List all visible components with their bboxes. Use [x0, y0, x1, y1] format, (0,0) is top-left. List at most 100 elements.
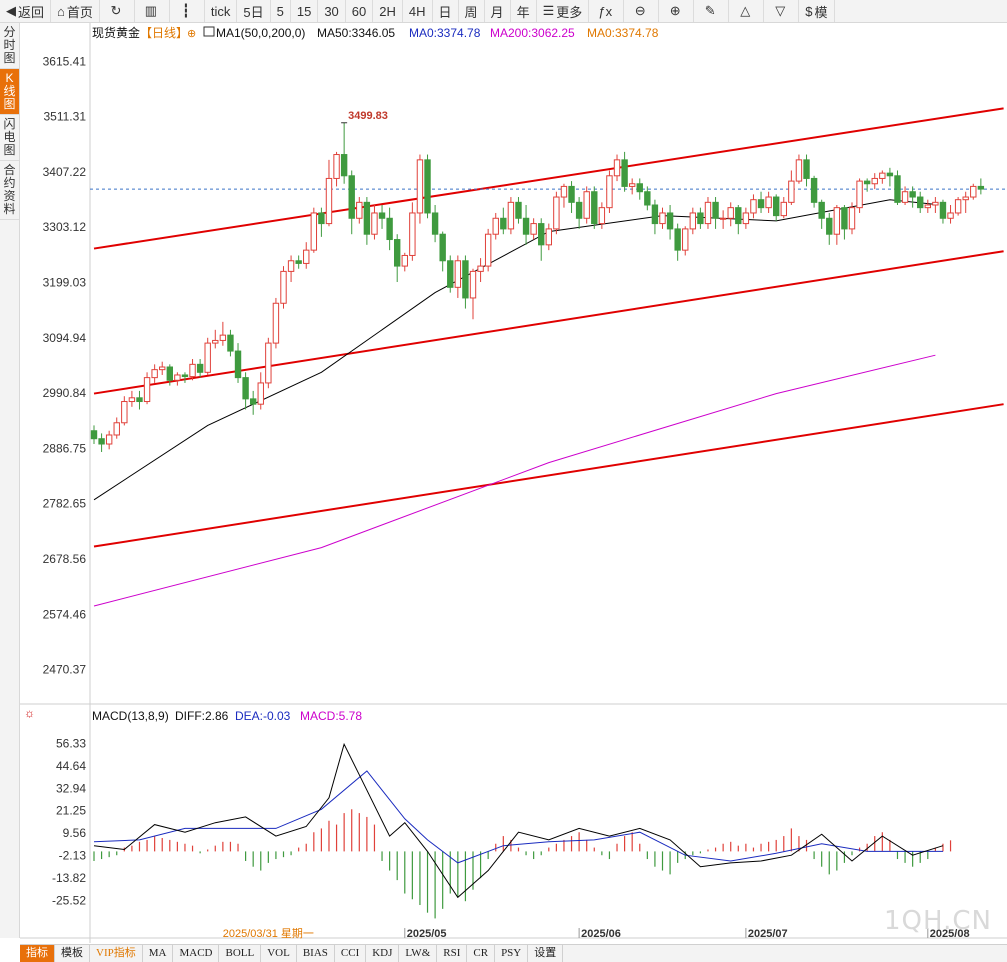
candle-body	[659, 212, 666, 225]
tab-ma[interactable]: MA	[143, 945, 174, 962]
candle-body	[507, 201, 515, 230]
period-30[interactable]: 30	[318, 0, 346, 22]
y-tick-label: 3407.22	[43, 165, 87, 179]
y-tick-label: 3199.03	[43, 276, 87, 290]
y-tick-label: 3511.31	[44, 110, 87, 124]
candle-body	[773, 196, 780, 217]
y-tick-label: 2782.65	[43, 497, 87, 511]
tab-timeshare[interactable]: 分时图	[0, 23, 19, 69]
candle-body	[962, 196, 969, 201]
macd-y-tick-label: 21.25	[56, 804, 86, 818]
candle-body	[545, 228, 552, 246]
period-5[interactable]: 5	[271, 0, 291, 22]
macd-y-tick-label: 44.64	[56, 759, 86, 773]
macd-legend-diff: DIFF:2.86	[175, 709, 229, 723]
candle-body	[591, 191, 598, 225]
candle-body	[901, 191, 909, 203]
candle-body	[780, 201, 787, 217]
tab-cr[interactable]: CR	[467, 945, 496, 962]
more-button[interactable]: ☰ 更多	[537, 0, 590, 22]
tab-psy[interactable]: PSY	[495, 945, 529, 962]
period-5day[interactable]: 5日	[237, 0, 271, 22]
candle-body	[98, 438, 105, 445]
legend-period[interactable]: 【日线】	[140, 26, 188, 40]
candle-body	[613, 159, 621, 177]
candle-body	[325, 177, 333, 225]
y-tick-label: 3094.94	[43, 331, 87, 345]
candle-body	[697, 212, 704, 225]
tab-settings[interactable]: 设置	[528, 945, 564, 962]
tab-rsi[interactable]: RSI	[437, 945, 468, 962]
zoom-in-button[interactable]: ⊕	[659, 0, 695, 22]
y-tick-label: 3615.41	[43, 54, 87, 68]
candle-body	[477, 265, 484, 272]
zoom-out-button[interactable]: ⊖	[624, 0, 660, 22]
tab-kdj[interactable]: KDJ	[366, 945, 400, 962]
triangle-up-button[interactable]: △	[729, 0, 765, 22]
candle-body	[621, 159, 628, 187]
candle-body	[469, 270, 477, 299]
candle-type-button[interactable]: ┇	[170, 0, 205, 22]
refresh-button[interactable]: ↻	[100, 0, 135, 22]
candle-body	[886, 172, 894, 177]
channel-line	[93, 403, 1004, 548]
back-button[interactable]: ◀ 返回	[0, 0, 52, 22]
tab-bias[interactable]: BIAS	[297, 945, 335, 962]
tab-vol[interactable]: VOL	[261, 945, 297, 962]
tab-flash[interactable]: 闪电图	[0, 115, 19, 161]
period-15[interactable]: 15	[291, 0, 319, 22]
candle-body	[788, 180, 795, 203]
chart-area: 3499.83 3615.41 3511.31 3407.22 3303.12 3199…	[20, 23, 1007, 943]
tab-indicator[interactable]: 指标	[20, 945, 55, 962]
tab-macd[interactable]: MACD	[173, 945, 220, 962]
period-2h[interactable]: 2H	[373, 0, 403, 22]
tab-boll[interactable]: BOLL	[219, 945, 262, 962]
candle-body	[742, 212, 750, 225]
candle-body	[894, 175, 901, 203]
triangle-down-button[interactable]: ▽	[764, 0, 800, 22]
period-year[interactable]: 年	[511, 0, 537, 22]
period-week[interactable]: 周	[459, 0, 485, 22]
cursor-date-label: 2025/03/31 星期一	[223, 927, 314, 940]
legend-ma200: MA200:3062.25	[490, 26, 575, 40]
candle-body	[105, 434, 113, 445]
candle-body	[234, 350, 242, 379]
candle-body	[257, 382, 264, 405]
period-4h[interactable]: 4H	[403, 0, 433, 22]
candle-body	[583, 191, 590, 219]
candle-body	[712, 201, 719, 219]
tab-lw[interactable]: LW&	[399, 945, 438, 962]
tab-cci[interactable]: CCI	[335, 945, 367, 962]
high-annotation-label: 3499.83	[348, 110, 388, 122]
period-tick[interactable]: tick	[205, 0, 238, 22]
candle-body	[598, 207, 606, 225]
legend-indicator-icon[interactable]	[203, 26, 215, 37]
macd-legend-name: MACD(13,8,9)	[92, 709, 169, 723]
candle-body	[424, 159, 431, 214]
period-day[interactable]: 日	[433, 0, 459, 22]
formula-button[interactable]: ƒx	[589, 0, 625, 22]
ma50-line	[93, 199, 936, 501]
home-button[interactable]: ⌂ 首页	[51, 0, 100, 22]
candle-body	[924, 204, 931, 209]
candle-body	[447, 260, 454, 288]
candle-body	[636, 183, 643, 193]
macd-settings-icon[interactable]: ☼	[24, 706, 35, 720]
legend-settings-icon[interactable]: ⊕	[187, 28, 196, 40]
period-5day-label: 5日	[243, 4, 264, 20]
dollar-button[interactable]: $ 模	[799, 0, 835, 22]
candle-body	[757, 199, 765, 209]
tab-contract[interactable]: 合约资料	[0, 161, 19, 220]
period-60[interactable]: 60	[346, 0, 374, 22]
tab-vip-indicator[interactable]: VIP指标	[90, 945, 143, 962]
draw-button[interactable]: ✎	[694, 0, 730, 22]
candle-body	[439, 233, 446, 262]
macd-y-tick-label: 56.33	[56, 737, 86, 751]
chart-type-button[interactable]: ▥	[135, 0, 170, 22]
candle-body	[932, 201, 939, 206]
tab-template[interactable]: 模板	[55, 945, 90, 962]
period-month[interactable]: 月	[485, 0, 511, 22]
candle-body	[841, 207, 848, 230]
macd-y-tick-label: 9.56	[63, 826, 87, 840]
